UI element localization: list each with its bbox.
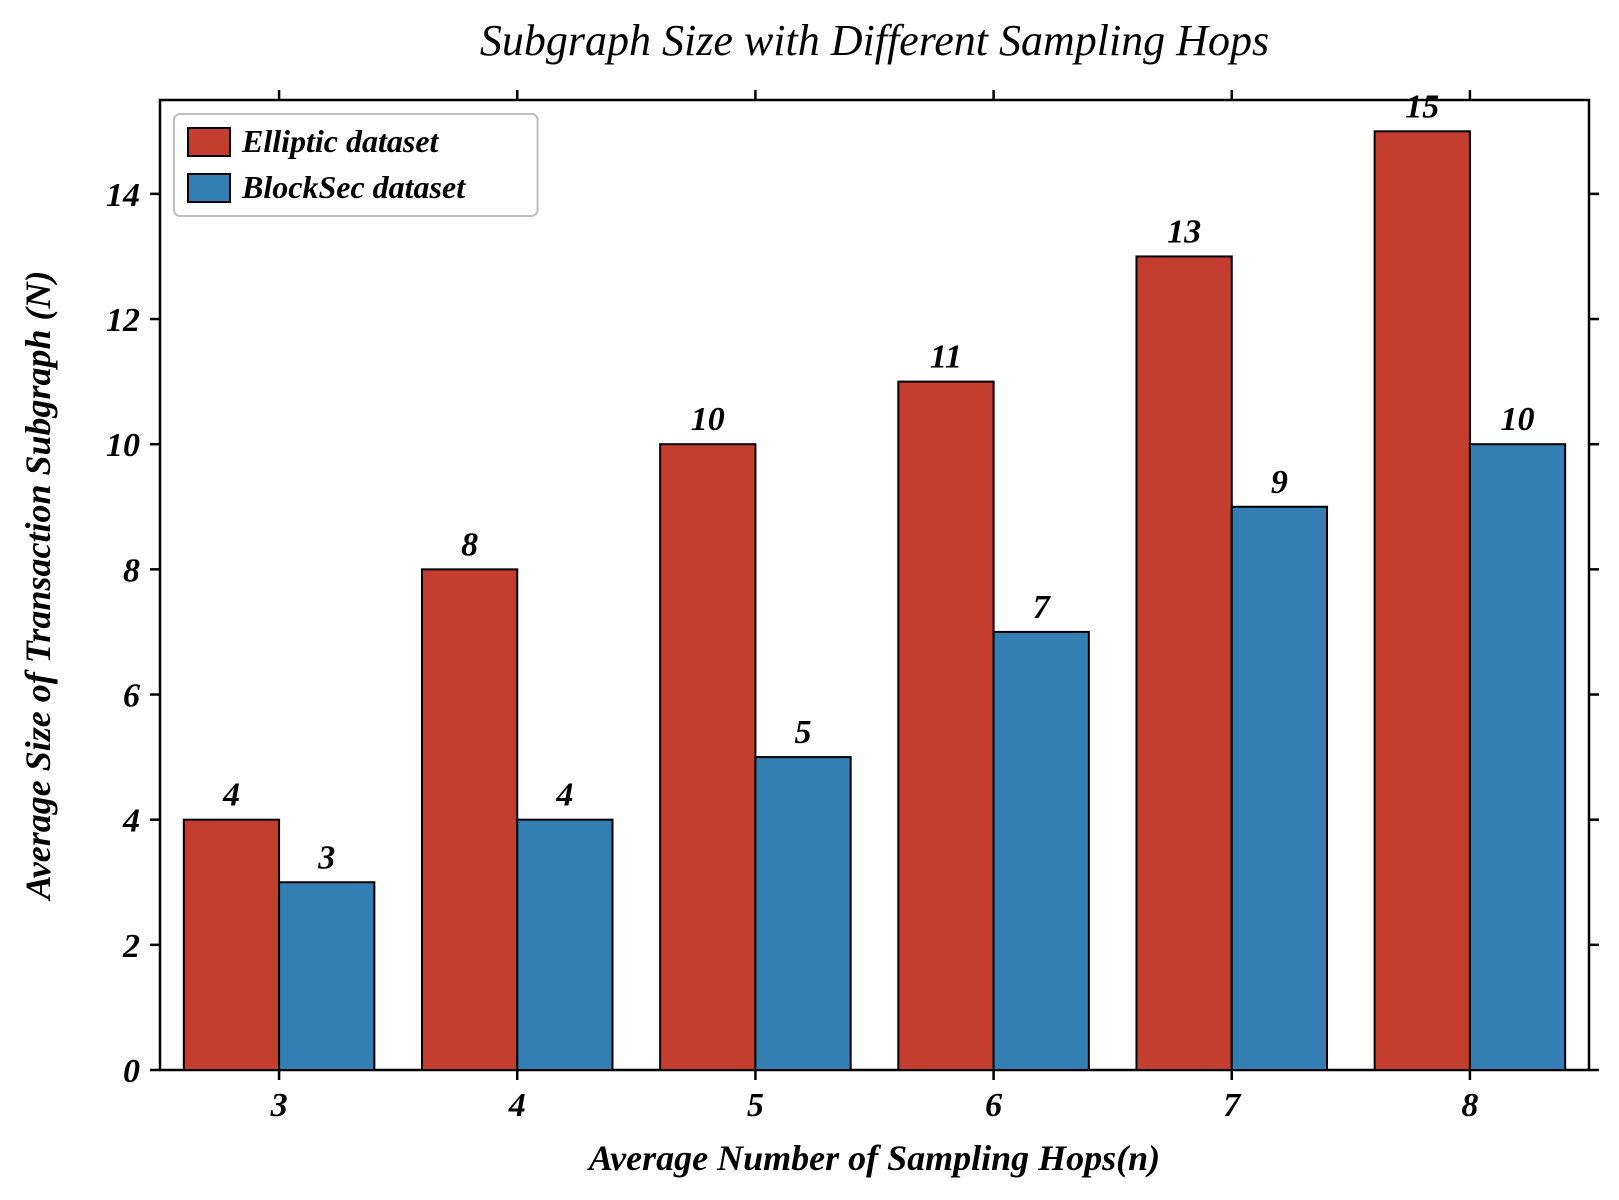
bar-0-5	[1375, 131, 1470, 1070]
bar-1-4	[1232, 507, 1327, 1070]
bar-1-3	[994, 632, 1089, 1070]
y-tick-label: 14	[106, 177, 140, 214]
x-tick-label: 3	[270, 1087, 288, 1124]
bar-value-label: 4	[222, 777, 240, 814]
x-tick-label: 7	[1223, 1087, 1242, 1124]
y-tick-label: 10	[106, 427, 140, 464]
y-tick-label: 6	[123, 678, 140, 715]
legend-swatch	[188, 128, 230, 156]
y-tick-label: 4	[122, 803, 140, 840]
bar-chart: Subgraph Size with Different Sampling Ho…	[0, 0, 1619, 1200]
legend-label: Elliptic dataset	[241, 123, 440, 159]
bar-value-label: 13	[1167, 213, 1201, 250]
bar-value-label: 10	[1501, 401, 1535, 438]
bar-value-label: 9	[1271, 464, 1288, 501]
y-tick-label: 12	[106, 302, 140, 339]
chart-title: Subgraph Size with Different Sampling Ho…	[480, 16, 1269, 65]
bar-value-label: 8	[461, 526, 478, 563]
bar-value-label: 15	[1405, 88, 1439, 125]
x-axis-label: Average Number of Sampling Hops(n)	[587, 1138, 1160, 1178]
legend-label: BlockSec dataset	[241, 169, 466, 205]
chart-svg: Subgraph Size with Different Sampling Ho…	[0, 0, 1619, 1200]
bar-value-label: 10	[691, 401, 725, 438]
y-tick-label: 0	[123, 1053, 140, 1090]
bar-value-label: 4	[555, 777, 573, 814]
x-tick-label: 8	[1461, 1087, 1478, 1124]
bar-1-2	[755, 757, 850, 1070]
y-axis-label: Average Size of Transaction Subgraph (N)	[18, 270, 58, 901]
y-tick-label: 8	[123, 552, 140, 589]
legend-swatch	[188, 174, 230, 202]
bar-value-label: 3	[317, 839, 335, 876]
x-tick-label: 6	[985, 1087, 1002, 1124]
bar-1-1	[517, 820, 612, 1070]
bar-value-label: 11	[930, 339, 962, 376]
y-tick-label: 2	[122, 928, 140, 965]
bar-1-5	[1470, 444, 1565, 1070]
bar-0-1	[422, 569, 517, 1070]
bar-value-label: 7	[1033, 589, 1052, 626]
bar-0-0	[184, 820, 279, 1070]
bar-0-2	[660, 444, 755, 1070]
x-tick-label: 4	[508, 1087, 526, 1124]
bar-1-0	[279, 882, 374, 1070]
bar-0-4	[1136, 256, 1231, 1070]
bar-0-3	[898, 382, 993, 1070]
bar-value-label: 5	[795, 714, 812, 751]
x-tick-label: 5	[747, 1087, 764, 1124]
